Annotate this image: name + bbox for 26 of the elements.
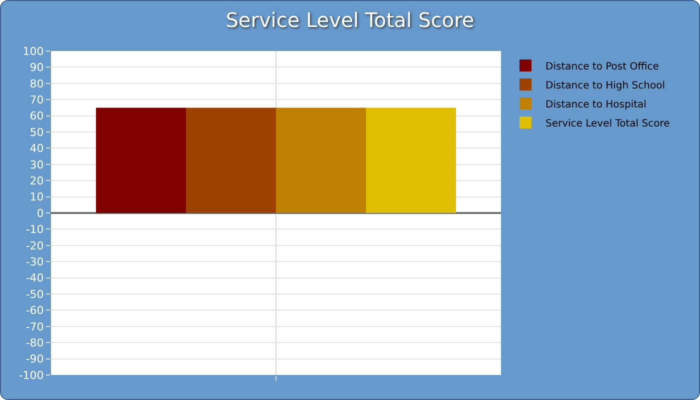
y-tick-label: 60	[30, 110, 44, 123]
y-tick-label: -90	[26, 352, 44, 366]
legend-label: Distance to Hospital	[546, 99, 646, 110]
y-tick-label: -20	[26, 239, 44, 252]
y-tick-label: 50	[30, 126, 44, 139]
y-tick-label: -80	[26, 336, 44, 350]
y-tick-label: 80	[30, 77, 44, 90]
y-tick-label: -40	[26, 272, 44, 285]
y-tick-label: -10	[26, 223, 44, 236]
y-tick-label: 40	[30, 142, 44, 156]
legend-label: Distance to Post Office	[546, 61, 659, 72]
y-tick-label: -60	[26, 304, 44, 318]
y-tick-label: 0	[36, 206, 44, 220]
y-tick-label: 100	[22, 44, 44, 58]
y-tick-label: -50	[26, 288, 44, 301]
y-tick-label: -70	[26, 320, 44, 334]
chart-title: Service Level Total Score	[226, 8, 474, 32]
y-tick-label: 30	[30, 158, 44, 172]
y-tick-label: 90	[30, 61, 44, 74]
y-tick-label: 20	[30, 174, 44, 188]
y-tick-label: -100	[18, 368, 44, 382]
legend-label: Service Level Total Score	[546, 118, 670, 130]
y-tick-label: 70	[30, 93, 44, 106]
legend-label: Distance to High School	[546, 80, 665, 92]
y-tick-label: 10	[30, 190, 44, 204]
y-tick-label: -30	[26, 255, 44, 268]
